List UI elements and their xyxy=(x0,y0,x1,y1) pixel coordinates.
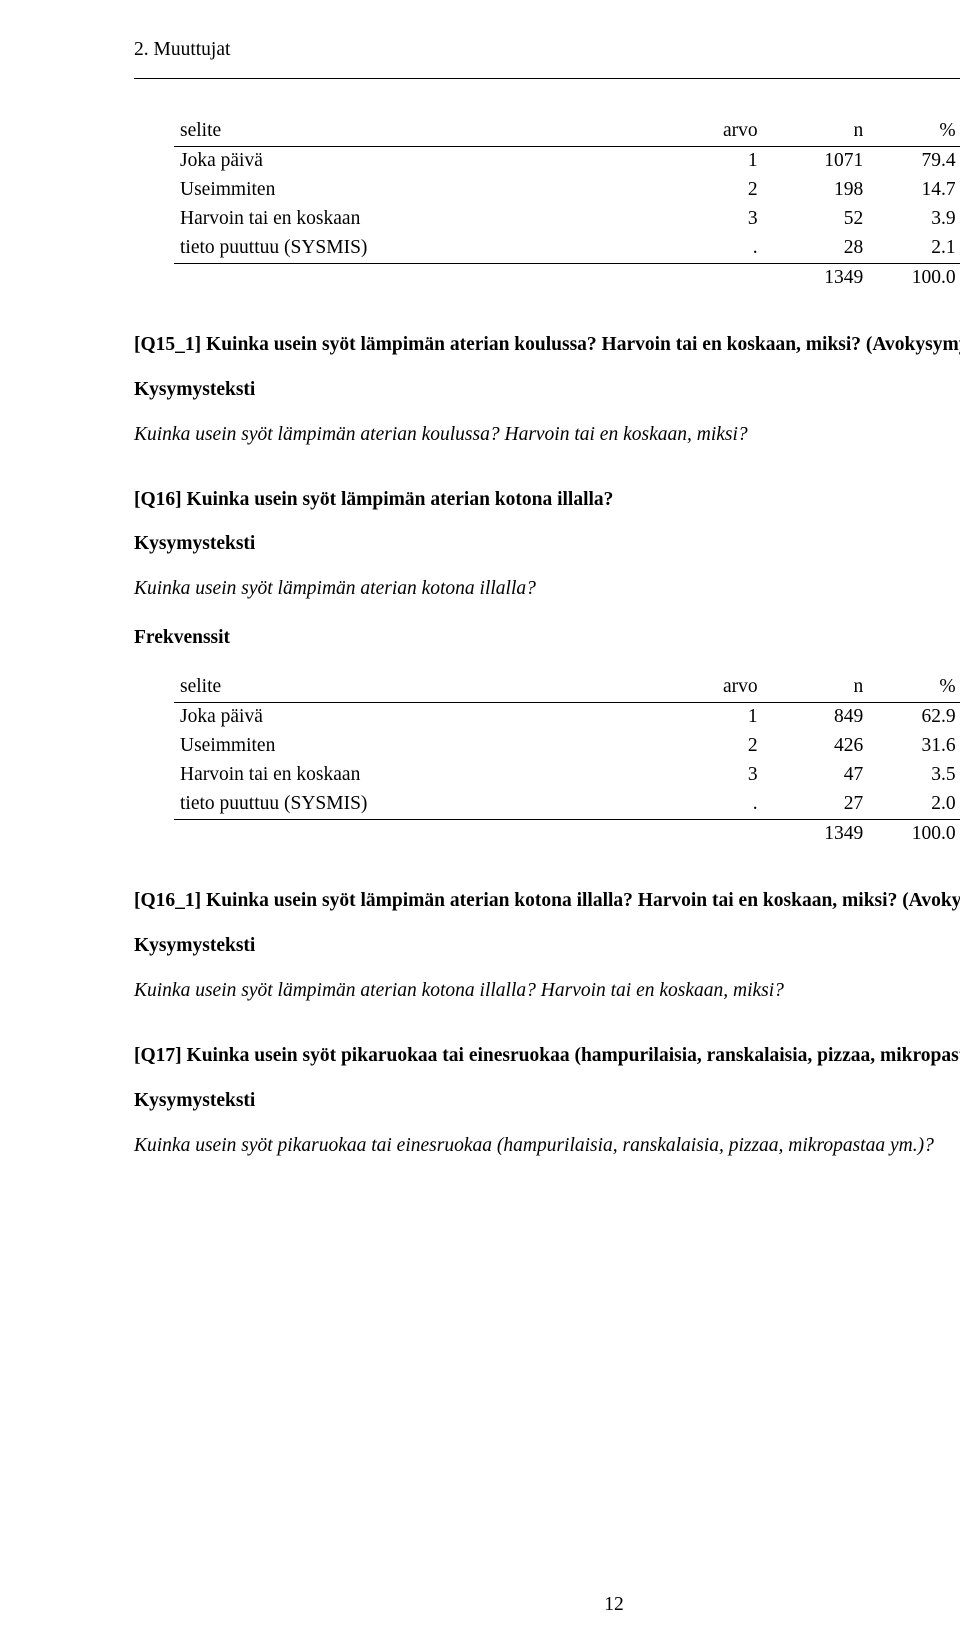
cell: 2 xyxy=(667,732,764,761)
th-arvo: arvo xyxy=(667,117,764,146)
table-row: Harvoin tai en koskaan 3 52 3.9 3.9 xyxy=(174,205,960,234)
table-row: Useimmiten 2 198 14.7 15.0 xyxy=(174,176,960,205)
table-2: selite arvo n % v. % Joka päivä 1 849 62… xyxy=(134,673,960,849)
table-row: Joka päivä 1 1071 79.4 81.1 xyxy=(174,146,960,175)
kysymysteksti-label: Kysymysteksti xyxy=(134,378,960,403)
cell: Harvoin tai en koskaan xyxy=(174,761,667,790)
cell: 1071 xyxy=(764,146,870,175)
cell: 2 xyxy=(667,176,764,205)
page-number: 12 xyxy=(134,1593,960,1618)
cell xyxy=(667,263,764,292)
cell: 14.7 xyxy=(869,176,960,205)
kysymysteksti-text: Kuinka usein syöt pikaruokaa tai einesru… xyxy=(134,1134,960,1159)
cell: 47 xyxy=(764,761,870,790)
cell: . xyxy=(667,790,764,819)
cell: 2.1 xyxy=(869,234,960,263)
cell: Joka päivä xyxy=(174,146,667,175)
kysymysteksti-text: Kuinka usein syöt lämpimän aterian koton… xyxy=(134,577,960,602)
th-arvo: arvo xyxy=(667,673,764,702)
cell: 28 xyxy=(764,234,870,263)
th-n: n xyxy=(764,117,870,146)
table-row: tieto puuttuu (SYSMIS) . 27 2.0 – xyxy=(174,790,960,819)
cell: 3 xyxy=(667,761,764,790)
table-row: Useimmiten 2 426 31.6 32.2 xyxy=(174,732,960,761)
table-header-row: selite arvo n % v. % xyxy=(174,673,960,702)
cell: 27 xyxy=(764,790,870,819)
cell: 52 xyxy=(764,205,870,234)
cell: Joka päivä xyxy=(174,703,667,732)
cell: . xyxy=(667,234,764,263)
frekvenssit-label: Frekvenssit xyxy=(134,626,960,651)
table-row: Joka päivä 1 849 62.9 64.2 xyxy=(174,703,960,732)
kysymysteksti-text: Kuinka usein syöt lämpimän aterian koton… xyxy=(134,979,960,1004)
cell: 79.4 xyxy=(869,146,960,175)
q16-heading: [Q16] Kuinka usein syöt lämpimän aterian… xyxy=(134,488,960,513)
th-pct: % xyxy=(869,673,960,702)
table-row: tieto puuttuu (SYSMIS) . 28 2.1 – xyxy=(174,234,960,263)
cell: 1 xyxy=(667,703,764,732)
kysymysteksti-label: Kysymysteksti xyxy=(134,1089,960,1114)
cell xyxy=(174,820,667,849)
cell: 31.6 xyxy=(869,732,960,761)
th-selite: selite xyxy=(174,673,667,702)
kysymysteksti-text: Kuinka usein syöt lämpimän aterian koulu… xyxy=(134,423,960,448)
cell: 849 xyxy=(764,703,870,732)
th-n: n xyxy=(764,673,870,702)
cell xyxy=(667,820,764,849)
cell: tieto puuttuu (SYSMIS) xyxy=(174,790,667,819)
table-1: selite arvo n % v. % Joka päivä 1 1071 7… xyxy=(134,117,960,293)
kysymysteksti-label: Kysymysteksti xyxy=(134,532,960,557)
cell: 62.9 xyxy=(869,703,960,732)
cell: 1349 xyxy=(764,820,870,849)
th-pct: % xyxy=(869,117,960,146)
table-total-row: 1349 100.0 100.0 xyxy=(174,263,960,292)
cell: 3.9 xyxy=(869,205,960,234)
cell: tieto puuttuu (SYSMIS) xyxy=(174,234,667,263)
table-total-row: 1349 100.0 100.0 xyxy=(174,820,960,849)
cell: Harvoin tai en koskaan xyxy=(174,205,667,234)
cell: 1 xyxy=(667,146,764,175)
cell: 3 xyxy=(667,205,764,234)
cell: Useimmiten xyxy=(174,176,667,205)
cell xyxy=(174,263,667,292)
cell: 426 xyxy=(764,732,870,761)
q17-heading: [Q17] Kuinka usein syöt pikaruokaa tai e… xyxy=(134,1044,960,1069)
th-selite: selite xyxy=(174,117,667,146)
table-header-row: selite arvo n % v. % xyxy=(174,117,960,146)
chapter-rule xyxy=(134,78,960,79)
cell: 100.0 xyxy=(869,263,960,292)
cell: 2.0 xyxy=(869,790,960,819)
q15-1-heading: [Q15_1] Kuinka usein syöt lämpimän ateri… xyxy=(134,333,960,358)
table-row: Harvoin tai en koskaan 3 47 3.5 3.6 xyxy=(174,761,960,790)
cell: 198 xyxy=(764,176,870,205)
running-head: 2. Muuttujat xyxy=(134,38,960,63)
cell: 3.5 xyxy=(869,761,960,790)
kysymysteksti-label: Kysymysteksti xyxy=(134,934,960,959)
cell: 100.0 xyxy=(869,820,960,849)
cell: Useimmiten xyxy=(174,732,667,761)
q16-1-heading: [Q16_1] Kuinka usein syöt lämpimän ateri… xyxy=(134,889,960,914)
cell: 1349 xyxy=(764,263,870,292)
